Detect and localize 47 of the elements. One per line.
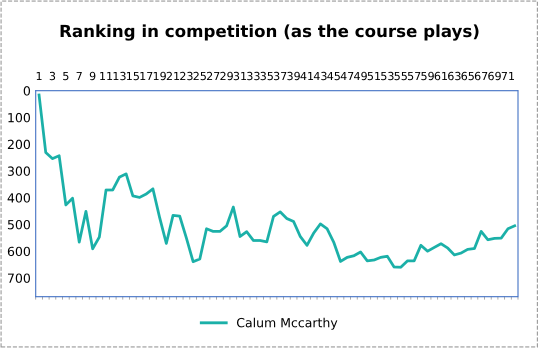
x-tick-label: 23 — [180, 72, 193, 80]
x-tick-label: 9 — [90, 72, 96, 80]
x-tick-label: 53 — [381, 72, 394, 80]
y-tick-label: 0 — [24, 86, 30, 96]
x-tick-label: 47 — [340, 72, 354, 80]
x-tick-label: 11 — [100, 72, 112, 80]
x-tick-label: 5 — [63, 72, 68, 80]
x-tick-label: 61 — [434, 72, 448, 80]
x-tick-label: 29 — [220, 72, 233, 80]
x-tick-label: 33 — [247, 72, 260, 80]
x-tick-label: 59 — [421, 72, 434, 80]
y-tick-label: 300 — [8, 166, 30, 176]
x-tick-label: 25 — [194, 72, 206, 80]
y-tick-label: 600 — [8, 246, 30, 256]
y-tick-label: 200 — [8, 140, 30, 150]
x-tick-label: 51 — [368, 72, 380, 80]
x-tick-label: 35 — [260, 72, 273, 80]
x-tick-label: 43 — [314, 72, 327, 80]
x-tick-label: 41 — [300, 72, 314, 80]
x-tick-label: 49 — [354, 72, 367, 80]
x-tick-label: 15 — [126, 72, 139, 80]
chart-title: Ranking in competition (as the course plays) — [60, 24, 479, 41]
x-tick-label: 27 — [206, 72, 220, 80]
x-tick-label: 19 — [154, 72, 166, 80]
x-tick-label: 13 — [114, 72, 126, 80]
x-tick-label: 1 — [36, 72, 42, 80]
x-tick-label: 45 — [327, 72, 340, 80]
x-tick-label: 31 — [234, 72, 246, 80]
y-tick-label: 100 — [8, 112, 30, 122]
x-tick-label: 7 — [76, 72, 82, 80]
x-tick-label: 63 — [448, 72, 461, 80]
x-tick-label: 67 — [474, 72, 488, 80]
y-tick-label: 700 — [8, 273, 30, 283]
line-series — [38, 94, 516, 269]
x-tick-label: 37 — [274, 72, 286, 80]
x-tick-label: 71 — [502, 72, 514, 80]
x-tick-label: 65 — [461, 72, 474, 80]
x-tick-label: 69 — [488, 72, 501, 80]
x-tick-label: 3 — [50, 72, 56, 80]
x-tick-label: 55 — [394, 72, 407, 80]
x-tick-label: 17 — [140, 72, 152, 80]
y-tick-label: 500 — [8, 220, 30, 230]
x-tick-label: 57 — [408, 72, 420, 80]
x-tick-label: 21 — [166, 72, 180, 80]
y-tick-label: 400 — [8, 193, 30, 203]
x-tick-label: 39 — [287, 72, 300, 80]
legend-label: Calum Mccarthy — [236, 318, 338, 330]
